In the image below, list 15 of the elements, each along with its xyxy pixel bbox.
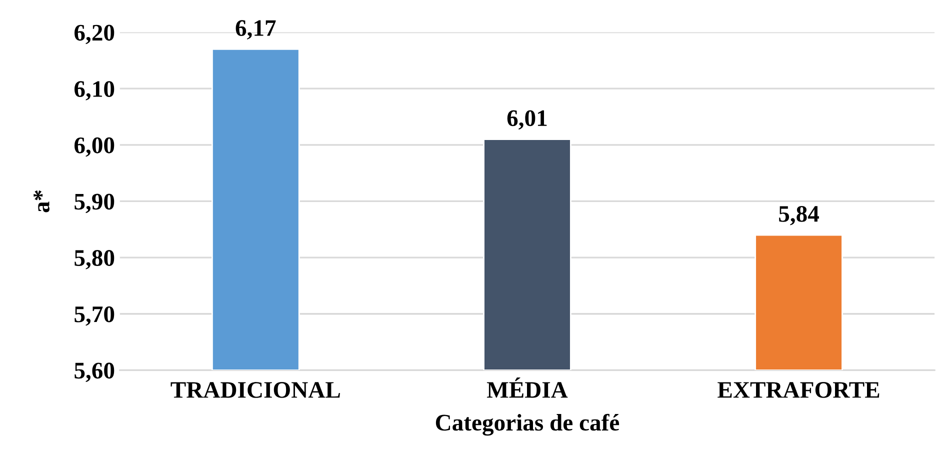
y-tick-label: 6,10 — [74, 81, 114, 100]
y-tick-label: 6,00 — [74, 137, 114, 157]
y-tick-label: 5,80 — [74, 250, 114, 270]
x-axis-title: Categorias de café — [436, 414, 620, 436]
x-tick-label: TRADICIONAL — [170, 382, 340, 398]
x-tick-label: MÉDIA — [486, 377, 568, 398]
data-label: 6,01 — [507, 110, 547, 130]
data-label: 5,84 — [779, 206, 819, 226]
y-axis-title: a* — [34, 190, 50, 212]
y-tick-label: 5,90 — [74, 194, 114, 214]
y-tick-label: 5,70 — [74, 306, 114, 326]
y-tick-label: 6,20 — [74, 24, 114, 44]
y-tick-label: 5,60 — [74, 362, 114, 382]
x-tick-label: EXTRAFORTE — [718, 382, 880, 398]
data-label: 6,17 — [236, 20, 276, 40]
